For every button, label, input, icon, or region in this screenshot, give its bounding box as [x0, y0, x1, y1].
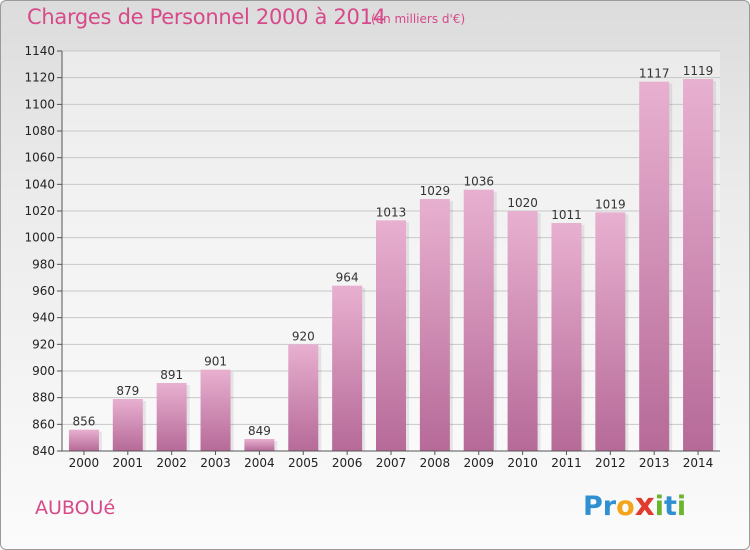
bar-value-label: 856 — [72, 415, 95, 429]
y-tick-label: 1140 — [24, 44, 55, 58]
proxiti-logo[interactable]: Proxiti — [583, 487, 686, 523]
bar-value-label: 1119 — [683, 64, 714, 78]
bar-value-label: 901 — [204, 355, 227, 369]
bar — [244, 439, 275, 451]
bar — [200, 369, 231, 451]
y-tick-label: 1100 — [24, 97, 55, 111]
y-tick-label: 1040 — [24, 177, 55, 191]
bar — [595, 212, 626, 451]
bar — [332, 285, 363, 451]
logo-letter: o — [616, 491, 635, 522]
bar-value-label: 1013 — [376, 205, 407, 219]
logo-letter: i — [654, 491, 664, 522]
bar — [639, 81, 670, 452]
bar — [156, 383, 187, 451]
labels: 840 860 880 900 920 940 960 980 1000 1020 1040 1060… — [24, 44, 713, 470]
bar-value-label: 920 — [292, 329, 315, 343]
bar — [376, 220, 406, 451]
x-tick-label: 2011 — [551, 456, 582, 470]
y-tick-label: 920 — [32, 337, 55, 351]
bar — [419, 199, 450, 451]
bar-value-label: 891 — [160, 368, 183, 382]
x-tick-label: 2012 — [595, 456, 626, 470]
y-tick-label: 1000 — [24, 231, 55, 245]
x-tick-label: 2006 — [332, 456, 363, 470]
x-tick-label: 2003 — [200, 456, 231, 470]
bar — [288, 344, 319, 451]
axes — [57, 50, 720, 455]
bar-value-label: 1020 — [507, 196, 538, 210]
bar — [683, 79, 714, 451]
y-tick-label: 900 — [32, 364, 55, 378]
bar-value-label: 964 — [336, 271, 359, 285]
x-tick-label: 2000 — [69, 456, 100, 470]
y-tick-label: 940 — [32, 311, 55, 325]
x-tick-label: 2004 — [244, 456, 275, 470]
y-tick-label: 1020 — [24, 204, 55, 218]
y-tick-label: 980 — [32, 257, 55, 271]
chart-title: Charges de Personnel 2000 à 2014 — [27, 5, 386, 29]
chart-subtitle: (en milliers d'€) — [371, 12, 466, 26]
logo-letter: P — [583, 491, 603, 522]
bar — [463, 189, 494, 451]
x-tick-label: 2005 — [288, 456, 319, 470]
town-name: AUBOUé — [35, 497, 116, 519]
x-tick-label: 2008 — [420, 456, 451, 470]
bar-value-label: 849 — [248, 424, 271, 438]
y-tick-label: 860 — [32, 417, 55, 431]
y-tick-label: 880 — [32, 391, 55, 405]
logo-letter: r — [602, 491, 617, 522]
bar — [507, 211, 538, 451]
bar-value-label: 879 — [116, 384, 139, 398]
logo-letter: x — [634, 487, 655, 523]
y-tick-label: 960 — [32, 284, 55, 298]
bar-series — [68, 79, 717, 452]
bar-value-label: 1036 — [463, 175, 494, 189]
x-tick-label: 2014 — [683, 456, 714, 470]
bar-value-label: 1011 — [551, 208, 582, 222]
y-tick-label: 840 — [32, 444, 55, 458]
bar-value-label: 1029 — [420, 184, 451, 198]
bar — [551, 223, 582, 451]
x-tick-label: 2001 — [113, 456, 144, 470]
bar — [68, 429, 99, 451]
x-tick-label: 2007 — [376, 456, 407, 470]
x-tick-label: 2009 — [463, 456, 494, 470]
x-tick-label: 2002 — [156, 456, 187, 470]
y-tick-label: 1060 — [24, 151, 55, 165]
x-tick-label: 2010 — [507, 456, 538, 470]
logo-letter: i — [676, 491, 687, 522]
bar-value-label: 1019 — [595, 197, 626, 211]
x-tick-label: 2013 — [639, 456, 670, 470]
bar-value-label: 1117 — [639, 67, 670, 81]
logo-letter: t — [663, 491, 677, 522]
y-tick-label: 1080 — [24, 124, 55, 138]
y-tick-label: 1120 — [24, 71, 55, 85]
bar — [112, 399, 143, 451]
